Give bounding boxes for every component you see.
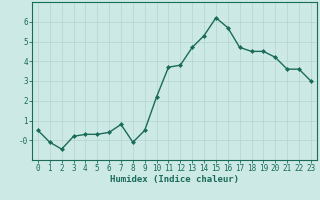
X-axis label: Humidex (Indice chaleur): Humidex (Indice chaleur) (110, 175, 239, 184)
